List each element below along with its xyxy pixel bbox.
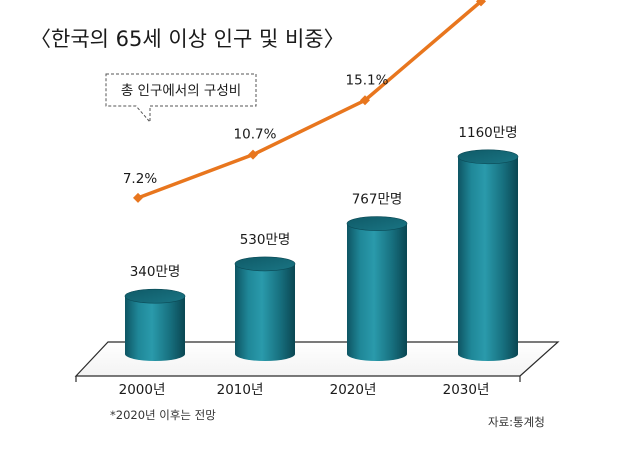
line-point [476,0,486,7]
x-tick-label: 2010년 [217,382,264,398]
bar-cylinder [124,288,186,361]
x-tick-label: 2030년 [443,382,490,398]
chart-title: 〈한국의 65세 이상 인구 및 비중〉 [30,27,345,51]
bar-body [125,296,185,361]
line-point [360,95,370,106]
x-axis-labels: 2000년 2010년 2020년 2030년 [119,382,490,398]
bar-body [458,156,518,361]
line-path [136,0,483,200]
bar-series [124,149,519,361]
line-value-labels: 7.2%10.7%15.1%23.1% [123,72,389,187]
line-value-label: 7.2% [123,171,157,187]
bar-value-label: 530만명 [240,232,291,248]
line-value-label: 10.7% [234,127,277,143]
line-series [133,0,486,203]
bar-value-label: 767만명 [352,192,403,208]
line-value-label: 15.1% [346,72,389,88]
bar-cylinder [234,256,296,361]
legend-callout: 총 인구에서의 구성비 [105,73,257,124]
bar-value-label: 1160만명 [458,125,517,141]
legend-line-series-name: 총 인구에서의 구성비 [121,83,241,99]
bar-body [347,223,407,361]
line-point [133,192,143,203]
line-point [248,149,258,160]
bar-top [124,288,186,304]
bar-cylinder [346,216,408,361]
bar-top [346,216,408,231]
footnote: *2020년 이후는 전망 [110,408,216,422]
source-label: 자료:통계청 [488,415,545,429]
bar-value-label: 340만명 [130,264,181,280]
legend-callout-box [105,73,257,124]
bar-top [234,256,296,272]
x-tick-label: 2020년 [330,382,377,398]
bar-body [235,263,295,361]
bar-cylinder [457,149,519,361]
bar-top [457,149,519,165]
bar-value-labels: 340만명 530만명 767만명 1160만명 [130,125,518,280]
x-tick-label: 2000년 [119,382,166,398]
